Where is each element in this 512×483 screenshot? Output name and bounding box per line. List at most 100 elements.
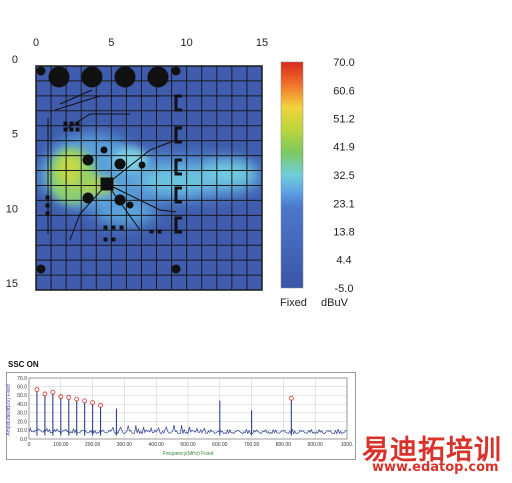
colorbar-ticks: 70.0 60.6 51.2 41.9 32.5 23.1 13.8 4.4 -5.0 (333, 57, 354, 295)
spectrum-chart: 70.0 60.0 50.0 40.0 30.0 20.0 10.0 0.0 0 100.00 2… (6, 376, 354, 457)
spectrum-y-tick: 40.0 (17, 402, 27, 408)
pad-array (45, 121, 162, 242)
connector-pad (81, 66, 103, 88)
spectrum-x-label: Frequency(MHz) Fixed (163, 451, 214, 457)
spectrum-x-tick: 500.00 (180, 442, 196, 448)
peak-marker (288, 395, 294, 401)
trace (106, 139, 177, 185)
colorbar-tick-label: 60.6 (333, 85, 354, 97)
via (126, 201, 134, 209)
colorbar-tick-label: 41.9 (333, 142, 354, 154)
heatmap-grid (36, 66, 262, 290)
pad (111, 237, 116, 242)
pad (45, 211, 50, 216)
pad (119, 225, 124, 230)
side-connector (174, 216, 182, 234)
peak-marker (34, 387, 40, 392)
pad (45, 203, 50, 208)
peak-marker (50, 389, 56, 395)
colorbar-tick-label: -5.0 (335, 283, 354, 295)
peak-marker (82, 398, 88, 404)
watermark-url: www.edatop.com (372, 460, 499, 475)
peak-marker (74, 396, 80, 402)
spectrum-y-tick: 70.0 (17, 376, 27, 382)
spectrum-x-tick: 800.00 (276, 442, 292, 448)
pad (103, 225, 108, 230)
spectrum-x-tick: 600.00 (212, 442, 228, 448)
mount-hole (171, 66, 181, 76)
heat-blob (58, 154, 82, 186)
connector-pad (147, 66, 169, 88)
colorbar-tick-label: 51.2 (333, 114, 354, 126)
y-tick-label: 0 (12, 54, 18, 66)
trace (106, 183, 141, 231)
trace (54, 95, 160, 111)
via (114, 194, 126, 206)
pad (103, 237, 108, 242)
spectrum-x-tick: 900.00 (308, 442, 324, 448)
pad (63, 127, 68, 132)
board-components (36, 66, 182, 274)
pad (63, 121, 68, 126)
spectrum-y-tick: 30.0 (17, 411, 27, 417)
spectrum-x-tick: 0 (28, 442, 31, 448)
spectrum-y-tick: 10.0 (17, 428, 27, 434)
mount-hole (36, 66, 46, 76)
colorbar (280, 61, 304, 289)
watermark-logo-text: 易迪拓培训 (362, 435, 502, 466)
spectrum-peaks (36, 391, 292, 436)
spectrum-y-label: Amplitude(dBuV) Fixed (6, 384, 12, 436)
heatmap-chart: 0 5 10 15 0 5 10 15 70.0 60.6 51.2 41.9 32.5 23.1 13… (6, 37, 355, 295)
colorbar-tick-label: 23.1 (333, 198, 354, 210)
peak-marker (42, 391, 48, 397)
spectrum-x-tick: 100.00 (53, 442, 69, 448)
y-tick-label: 5 (12, 129, 18, 141)
spectrum-y-tick: 50.0 (17, 393, 27, 399)
via (82, 192, 94, 204)
colorbar-tick-label: 13.8 (333, 226, 354, 238)
pad (69, 127, 74, 132)
x-tick-label: 0 (33, 37, 39, 49)
mount-hole (171, 264, 181, 274)
side-connector (174, 94, 182, 112)
heatmap-x-ticks: 0 5 10 15 (33, 37, 268, 49)
spectrum-x-tick: 300.00 (117, 442, 133, 448)
pad (75, 121, 80, 126)
heat-blob (200, 160, 256, 188)
trace (69, 183, 108, 241)
spectrum-x-tick: 400.00 (149, 442, 165, 448)
colorbar-unit-label: dBuV (321, 297, 348, 309)
spectrum-y-tick: 20.0 (17, 419, 27, 425)
spectrum-title: SSC ON (8, 360, 39, 369)
x-tick-label: 15 (256, 37, 268, 49)
spectrum-x-tick: 200.00 (85, 442, 101, 448)
traces (47, 89, 177, 241)
heat-blob (136, 166, 216, 194)
side-connector (174, 126, 182, 144)
spectrum-y-ticks: 70.0 60.0 50.0 40.0 30.0 20.0 10.0 0.0 (17, 376, 27, 443)
connector-pad (114, 66, 136, 88)
spectrum-markers (34, 387, 294, 408)
peak-marker (90, 400, 95, 406)
heatmap-y-ticks: 0 5 10 15 (6, 54, 18, 290)
spectrum-grid (29, 378, 347, 439)
side-connector (174, 158, 182, 176)
via (82, 154, 94, 166)
pad (157, 229, 162, 234)
colorbar-mode-label: Fixed (280, 297, 307, 309)
x-tick-label: 5 (108, 37, 114, 49)
connector-pad (48, 66, 70, 88)
peak-marker (66, 395, 72, 400)
spectrum-x-tick: 1000. (341, 442, 354, 448)
colorbar-tick-label: 70.0 (333, 57, 354, 69)
colorbar-tick-label: 4.4 (336, 255, 351, 267)
colorbar-tick-label: 32.5 (333, 170, 354, 182)
spectrum-y-tick: 0.0 (20, 437, 27, 443)
pad (75, 127, 80, 132)
via (138, 161, 146, 169)
pad (45, 195, 50, 200)
heatmap-frame (35, 65, 263, 291)
spectrum-x-tick: 700.00 (244, 442, 260, 448)
pad (111, 225, 116, 230)
side-connector (174, 186, 182, 204)
